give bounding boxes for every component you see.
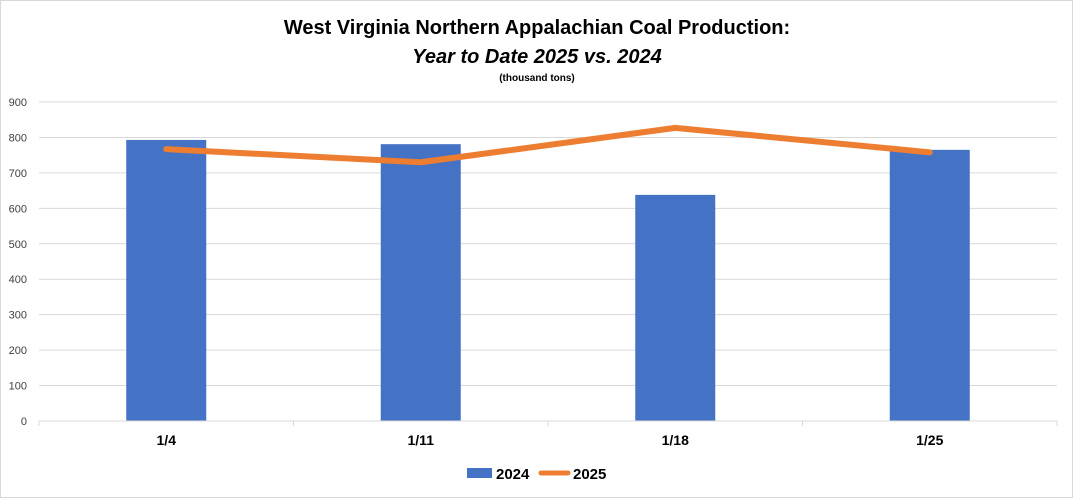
y-tick-label: 0: [21, 416, 27, 428]
bar-2024-1-11: [380, 144, 461, 421]
x-axis-tick-labels: 1/4 1/11 1/18 1/25: [157, 432, 944, 448]
chart-title: West Virginia Northern Appalachian Coal …: [284, 17, 790, 39]
bars-2024: [126, 139, 970, 422]
y-tick-label: 900: [9, 97, 27, 109]
bar-2024-1-18: [635, 194, 716, 421]
y-tick-label: 100: [9, 381, 27, 393]
chart-subtitle: Year to Date 2025 vs. 2024: [412, 46, 661, 68]
y-axis-tick-labels: 0 100 200 300 400 500 600 700 800 900: [9, 97, 27, 428]
x-tick-label: 1/25: [916, 432, 943, 448]
x-axis: [38, 420, 1058, 426]
x-tick-label: 1/4: [157, 432, 177, 448]
y-tick-label: 800: [9, 132, 27, 144]
legend-label-2024: 2024: [496, 466, 530, 483]
bar-2024-1-4: [126, 139, 207, 422]
series-line-2025: [163, 124, 933, 166]
line-2025: [163, 124, 933, 166]
y-tick-label: 500: [9, 239, 27, 251]
y-tick-label: 200: [9, 345, 27, 357]
x-tick-label: 1/18: [662, 432, 689, 448]
y-tick-label: 300: [9, 310, 27, 322]
y-tick-label: 400: [9, 274, 27, 286]
legend-swatch-2024: [467, 468, 492, 478]
x-tick-label: 1/11: [408, 432, 435, 448]
gridlines: [39, 101, 1057, 387]
bar-2024-1-25: [889, 149, 970, 421]
y-tick-label: 700: [9, 168, 27, 180]
legend-label-2025: 2025: [573, 466, 606, 483]
chart-unit-note: (thousand tons): [499, 73, 575, 84]
y-tick-label: 600: [9, 203, 27, 215]
legend: 2024 2025: [467, 466, 606, 483]
